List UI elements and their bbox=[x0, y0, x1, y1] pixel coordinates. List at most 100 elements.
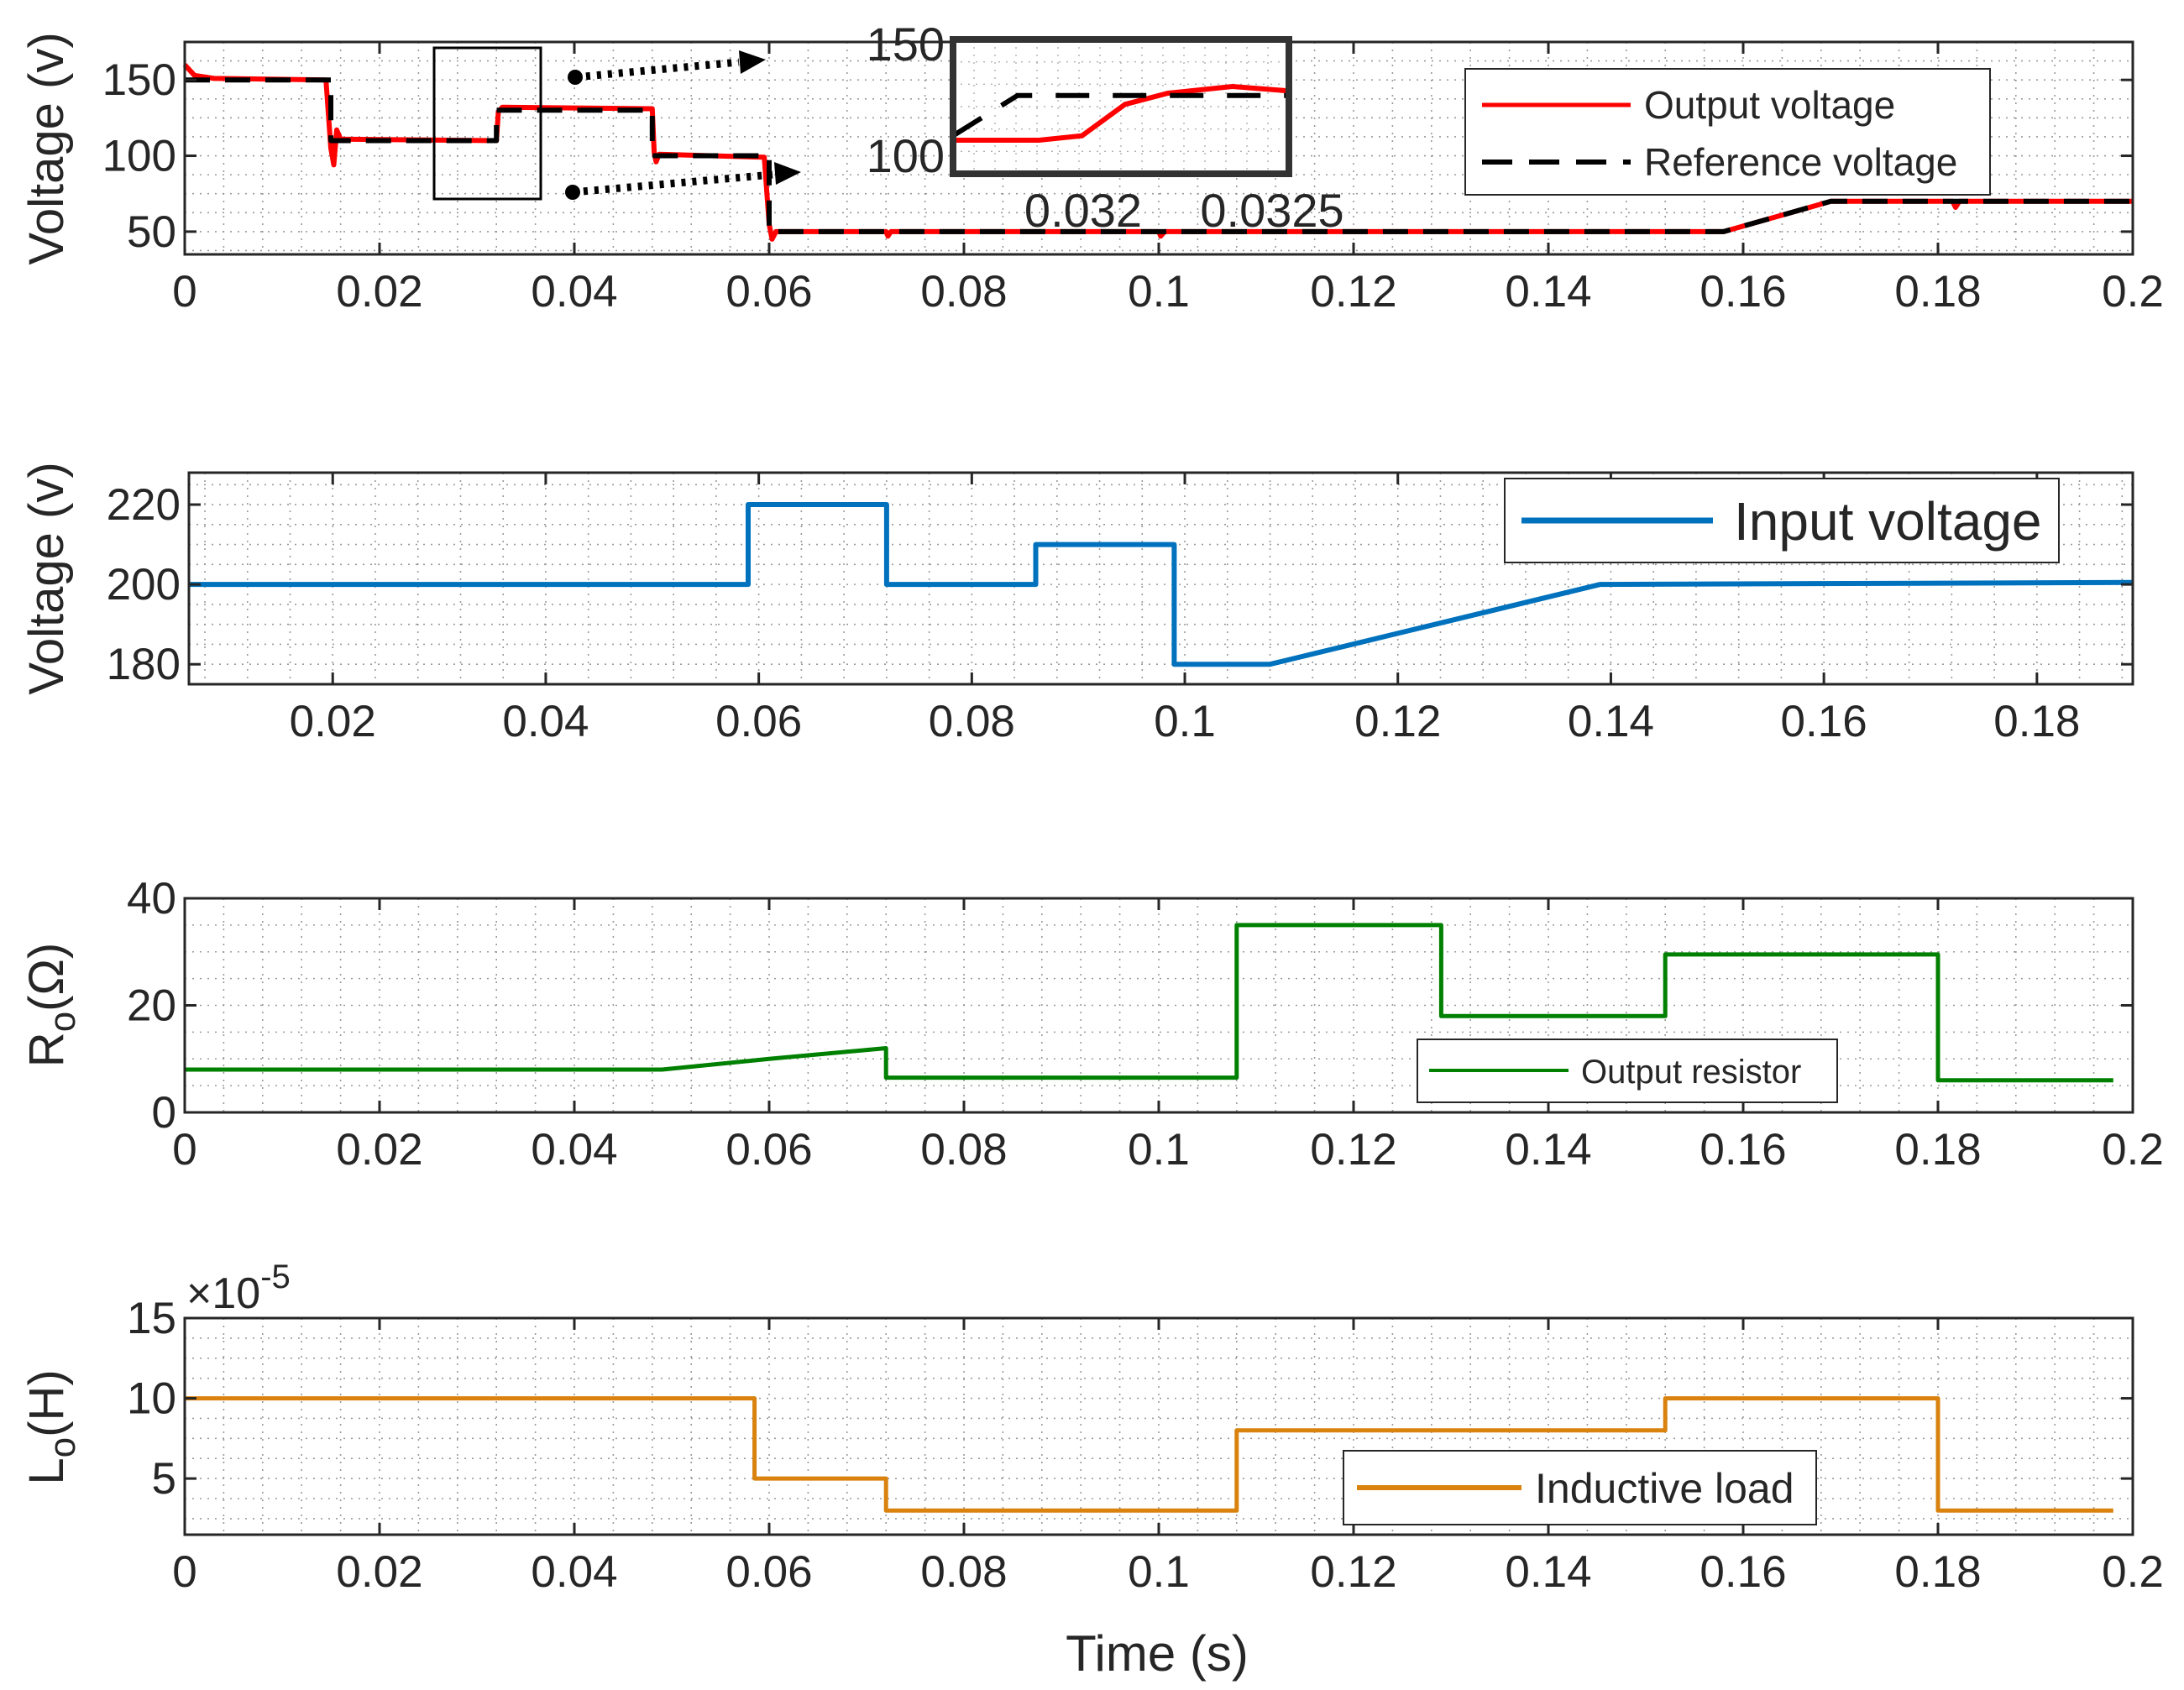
x-tick-label: 0.12 bbox=[1310, 1125, 1396, 1175]
x-tick-label: 0.16 bbox=[1781, 697, 1867, 746]
y-axis-label-1: Voltage (v) bbox=[19, 32, 74, 264]
ticks-2: 0.02 0.04 0.06 0.08 0.1 0.12 0.14 0.16 0.18 180 20… bbox=[107, 473, 2133, 746]
x-tick-label: 0.02 bbox=[336, 1547, 422, 1597]
inset-series-reference-voltage bbox=[951, 92, 1289, 139]
y-tick-label: 180 bbox=[107, 640, 181, 689]
x-tick-label: 0 bbox=[172, 1547, 196, 1597]
series-line-input-voltage bbox=[189, 502, 2134, 667]
x-tick-label: 0.18 bbox=[1993, 697, 2080, 746]
y-tick-label: 15 bbox=[127, 1294, 176, 1343]
inset-frame bbox=[950, 36, 1292, 177]
x-tick-label: 0.04 bbox=[502, 697, 589, 746]
plot-area-4 bbox=[185, 1318, 2133, 1535]
legend-2: Input voltage bbox=[1504, 478, 2060, 563]
x-tick-label: 0.02 bbox=[336, 1125, 422, 1175]
legend-3: Output resistor bbox=[1417, 1039, 1838, 1103]
inset-xtick-0.032: 0.032 bbox=[1024, 184, 1142, 237]
x-tick-label: 0.08 bbox=[920, 1125, 1007, 1175]
y-tick-label: 10 bbox=[127, 1374, 176, 1424]
x-tick-label: 0.14 bbox=[1505, 267, 1591, 317]
x-tick-label: 0.04 bbox=[531, 1547, 617, 1597]
x-tick-label: 0.14 bbox=[1505, 1547, 1591, 1597]
zoom-arrow-top bbox=[568, 50, 766, 85]
x-tick-label: 0.06 bbox=[725, 1547, 812, 1597]
y-tick-label: 200 bbox=[107, 560, 181, 610]
x-tick-label: 0.1 bbox=[1128, 267, 1190, 317]
legend-label-inductive-load: Inductive load bbox=[1535, 1465, 1794, 1512]
series-group-1 bbox=[182, 63, 2133, 242]
y-tick-label: 40 bbox=[127, 874, 176, 923]
series-line-reference-voltage bbox=[185, 77, 2133, 234]
y-tick-label: 220 bbox=[107, 480, 181, 530]
x-tick-label: 0.18 bbox=[1894, 1547, 1981, 1597]
x-tick-label: 0.14 bbox=[1568, 697, 1654, 746]
x-tick-label: 0.06 bbox=[725, 267, 812, 317]
y-axis-multiplier: ×10-5 bbox=[186, 1258, 291, 1318]
x-tick-label: 0.1 bbox=[1128, 1125, 1190, 1175]
legend-box-1 bbox=[1464, 68, 1991, 196]
y-axis-label-2: Voltage (v) bbox=[19, 462, 74, 694]
legend-1: Output voltage Reference voltage bbox=[1464, 68, 1991, 196]
x-tick-label: 0.16 bbox=[1700, 1125, 1786, 1175]
x-tick-label: 0.02 bbox=[336, 267, 422, 317]
x-tick-label: 0.14 bbox=[1505, 1125, 1591, 1175]
x-axis-label: Time (s) bbox=[1066, 1625, 1249, 1682]
x-tick-label: 0.08 bbox=[920, 1547, 1007, 1597]
series-line-output-resistor bbox=[185, 923, 2113, 1083]
inset-zoom-plot: 150 100 0.032 0.0325 bbox=[867, 18, 1344, 237]
grid-2 bbox=[189, 473, 2133, 684]
axes-box-2 bbox=[187, 471, 2134, 686]
x-tick-label: 0.04 bbox=[531, 267, 617, 317]
y-tick-label: 20 bbox=[127, 981, 176, 1031]
x-tick-label: 0.18 bbox=[1894, 267, 1981, 317]
panel-input-voltage: 0.02 0.04 0.06 0.08 0.1 0.12 0.14 0.16 0.18 180 20… bbox=[19, 462, 2134, 746]
x-tick-label: 0.12 bbox=[1310, 1547, 1396, 1597]
x-tick-label: 0.1 bbox=[1128, 1547, 1190, 1597]
x-tick-label: 0.18 bbox=[1894, 1125, 1981, 1175]
ticks-1: 0 0.02 0.04 0.06 0.08 0.1 0.12 0.14 0.16 0.18 0.2 5… bbox=[102, 42, 2164, 317]
panel-inductive-load: 0 0.02 0.04 0.06 0.08 0.1 0.12 0.14 0.16 0.18 0.2 5… bbox=[19, 1258, 2164, 1682]
inset-ytick-150: 150 bbox=[867, 18, 945, 71]
zoom-arrow-bottom bbox=[565, 162, 801, 200]
legend-label-reference-voltage: Reference voltage bbox=[1644, 140, 1957, 184]
zoom-region-box bbox=[432, 46, 542, 201]
series-group-3 bbox=[185, 923, 2113, 1083]
series-group-2 bbox=[189, 502, 2134, 667]
y-tick-label: 0 bbox=[152, 1088, 176, 1138]
y-tick-label: 150 bbox=[102, 55, 176, 105]
x-tick-label: 0.06 bbox=[725, 1125, 812, 1175]
series-group-4 bbox=[185, 1396, 2113, 1513]
y-tick-label: 5 bbox=[152, 1454, 176, 1504]
x-tick-label: 0.1 bbox=[1154, 697, 1216, 746]
legend-label-input-voltage: Input voltage bbox=[1734, 491, 2042, 552]
x-tick-label: 0 bbox=[172, 1125, 196, 1175]
y-axis-label-3: Ro(Ω) bbox=[19, 943, 83, 1067]
x-tick-label: 0.2 bbox=[2102, 1547, 2164, 1597]
legend-label-output-resistor: Output resistor bbox=[1581, 1054, 1801, 1091]
legend-label-output-voltage: Output voltage bbox=[1644, 83, 1895, 127]
inset-ytick-100: 100 bbox=[867, 129, 945, 182]
inset-xtick-0.0325: 0.0325 bbox=[1200, 184, 1343, 237]
ticks-4: 0 0.02 0.04 0.06 0.08 0.1 0.12 0.14 0.16 0.18 0.2 5… bbox=[127, 1294, 2164, 1597]
x-tick-label: 0.08 bbox=[929, 697, 1015, 746]
ticks-3: 0 0.02 0.04 0.06 0.08 0.1 0.12 0.14 0.16 0.18 0.2 0… bbox=[127, 874, 2164, 1175]
x-tick-label: 0.12 bbox=[1354, 697, 1441, 746]
y-axis-label-4: Lo(H) bbox=[19, 1369, 83, 1484]
panel-output-voltage: 0 0.02 0.04 0.06 0.08 0.1 0.12 0.14 0.16 0.18 0.2 5… bbox=[19, 18, 2164, 317]
x-tick-label: 0.04 bbox=[531, 1125, 617, 1175]
x-tick-label: 0.2 bbox=[2102, 267, 2164, 317]
x-tick-label: 0.16 bbox=[1700, 267, 1786, 317]
x-tick-label: 0.16 bbox=[1700, 1547, 1786, 1597]
x-tick-label: 0.02 bbox=[290, 697, 376, 746]
y-tick-label: 50 bbox=[127, 207, 176, 257]
legend-4: Inductive load bbox=[1343, 1450, 1817, 1525]
y-tick-label: 100 bbox=[102, 132, 176, 181]
x-tick-label: 0.06 bbox=[715, 697, 802, 746]
x-tick-label: 0 bbox=[172, 267, 196, 317]
series-line-inductive-load bbox=[185, 1396, 2113, 1513]
x-tick-label: 0.2 bbox=[2102, 1125, 2164, 1175]
panel-output-resistor: 0 0.02 0.04 0.06 0.08 0.1 0.12 0.14 0.16 0.18 0.2 0… bbox=[19, 874, 2164, 1175]
x-tick-label: 0.12 bbox=[1310, 267, 1396, 317]
x-tick-label: 0.08 bbox=[920, 267, 1007, 317]
